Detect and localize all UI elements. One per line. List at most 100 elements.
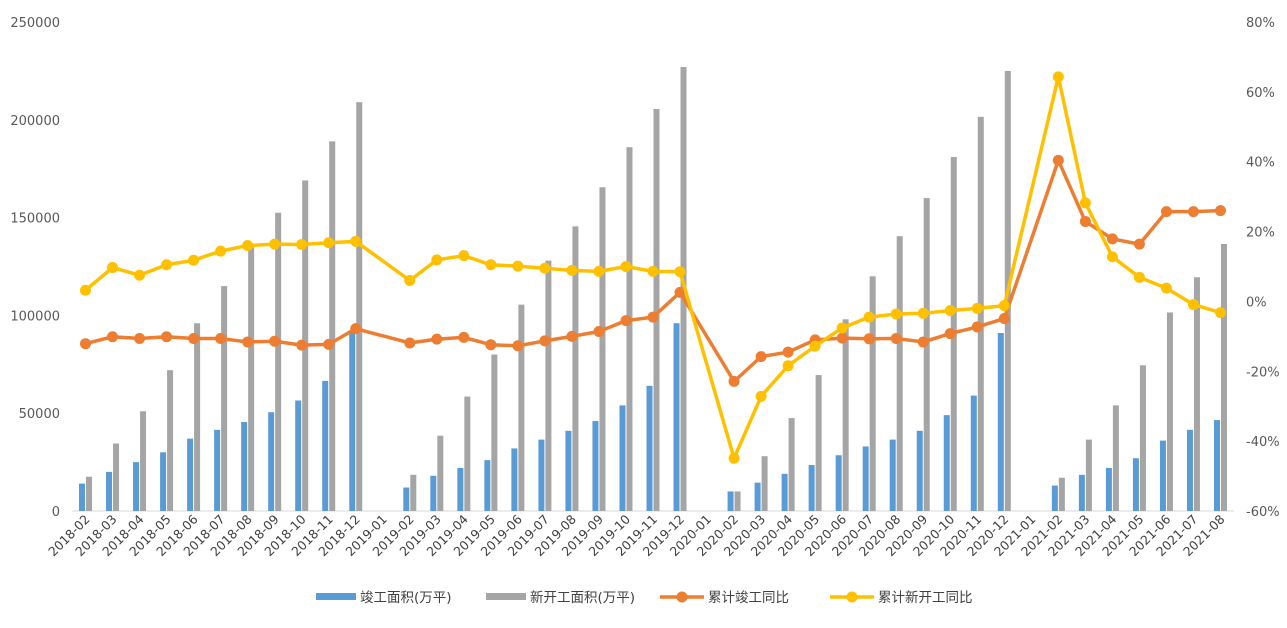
left-axis-tick-label: 100000 xyxy=(10,309,60,324)
bar xyxy=(1112,405,1119,511)
bar xyxy=(808,465,815,511)
line-point xyxy=(296,339,308,351)
line-point xyxy=(647,265,659,277)
line-point xyxy=(350,323,362,335)
bar xyxy=(835,455,842,511)
bar xyxy=(1213,420,1220,511)
line-point xyxy=(620,261,632,272)
legend-label: 累计新开工同比 xyxy=(878,590,973,606)
bar xyxy=(160,452,167,511)
line-point xyxy=(242,240,254,252)
line-point xyxy=(215,245,227,257)
bar xyxy=(430,475,437,511)
bar xyxy=(1132,458,1139,511)
bar xyxy=(464,396,471,511)
line-point xyxy=(269,238,281,250)
bar xyxy=(565,430,572,511)
legend-label: 累计竣工同比 xyxy=(708,590,789,606)
line-point xyxy=(728,452,740,464)
bar xyxy=(916,430,923,511)
line-point xyxy=(1214,205,1226,217)
bar xyxy=(788,418,795,511)
line-point xyxy=(134,269,146,281)
bar xyxy=(572,226,579,512)
line-point xyxy=(836,332,848,344)
line-point xyxy=(917,307,929,319)
bar xyxy=(241,422,248,511)
bar xyxy=(842,319,849,511)
line-point xyxy=(134,332,146,344)
line-point xyxy=(1133,238,1145,250)
line-point xyxy=(80,338,92,350)
bar xyxy=(599,187,606,512)
line-point xyxy=(674,266,686,278)
line-point xyxy=(917,336,929,348)
line-point xyxy=(296,238,308,250)
line-point xyxy=(998,300,1010,312)
bar xyxy=(329,141,336,512)
bar xyxy=(1085,439,1092,511)
line-point xyxy=(647,311,659,323)
left-axis-tick-label: 200000 xyxy=(10,114,60,129)
line-point xyxy=(971,302,983,314)
series-line xyxy=(85,158,1221,384)
line-point xyxy=(1052,154,1064,166)
bar xyxy=(214,429,221,511)
bar xyxy=(1139,365,1146,511)
line-point xyxy=(485,339,497,351)
bar xyxy=(518,304,525,511)
line-point xyxy=(161,331,173,343)
bar xyxy=(781,473,788,511)
bar xyxy=(761,456,768,511)
left-axis-tick-label: 250000 xyxy=(10,16,60,31)
line-point xyxy=(431,333,443,345)
line-point xyxy=(1106,233,1118,245)
bar xyxy=(79,483,86,511)
line-point xyxy=(971,321,983,333)
bar xyxy=(349,331,356,511)
bar xyxy=(970,395,977,511)
line-point xyxy=(242,336,254,348)
bar xyxy=(106,471,113,511)
bar xyxy=(1220,244,1227,512)
line-point xyxy=(620,315,632,327)
line-point xyxy=(755,351,767,363)
bar xyxy=(268,412,275,511)
bar xyxy=(869,276,876,511)
line-point xyxy=(458,331,470,343)
bar xyxy=(1166,312,1173,511)
line-point xyxy=(1106,251,1118,263)
bar xyxy=(1058,477,1065,511)
line-point xyxy=(566,264,578,276)
bar xyxy=(187,438,194,511)
legend-swatch xyxy=(316,593,356,600)
bar xyxy=(977,116,984,511)
bar xyxy=(1193,277,1200,511)
bar xyxy=(734,491,741,511)
bar xyxy=(943,415,950,511)
bar xyxy=(410,474,417,511)
right-axis-tick-label: 20% xyxy=(1246,226,1275,241)
line-point xyxy=(512,340,524,352)
bar xyxy=(896,236,903,511)
bar xyxy=(626,147,633,511)
line-point xyxy=(107,331,119,343)
left-axis-tick-label: 0 xyxy=(52,505,60,520)
line-point xyxy=(350,235,362,247)
line-point xyxy=(944,305,956,317)
bar xyxy=(113,443,120,511)
line-point xyxy=(593,265,605,277)
bar xyxy=(754,482,761,511)
right-axis-tick-label: -60% xyxy=(1246,505,1280,520)
line-point xyxy=(1160,206,1172,218)
bar xyxy=(923,198,930,512)
bar xyxy=(545,260,552,511)
line-point xyxy=(944,328,956,340)
legend-label: 竣工面积(万平) xyxy=(360,590,452,606)
line-point xyxy=(512,260,524,272)
left-axis-tick-label: 50000 xyxy=(19,407,60,422)
bar xyxy=(133,462,140,511)
line-point xyxy=(566,330,578,342)
